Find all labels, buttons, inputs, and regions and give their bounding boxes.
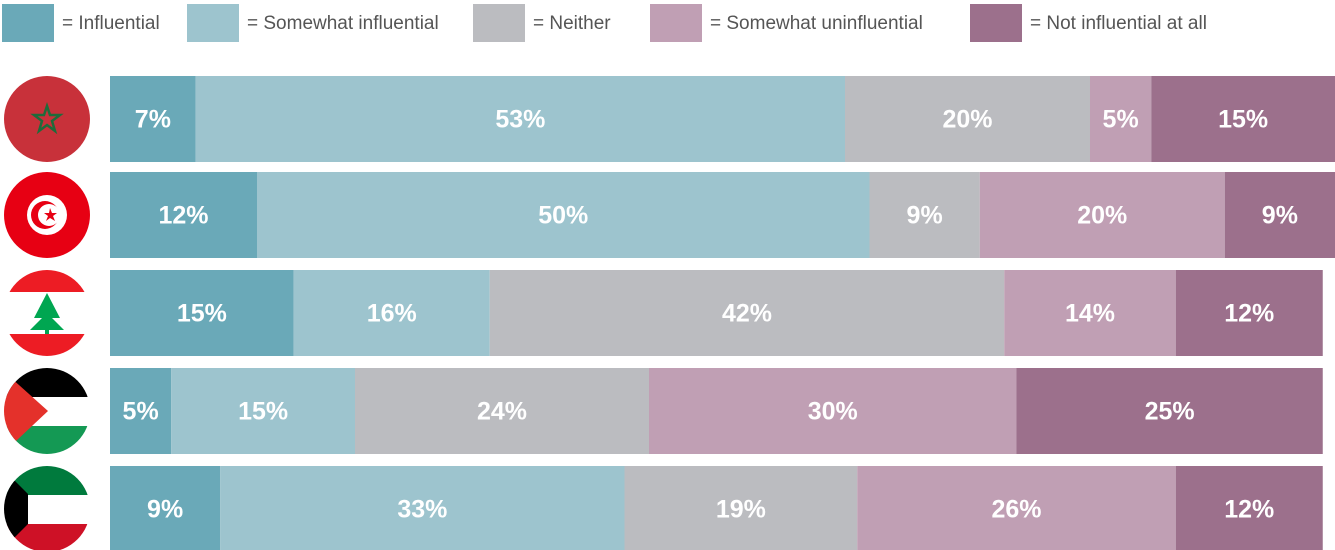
value-label: 19% xyxy=(716,496,766,524)
value-label: 15% xyxy=(177,300,227,328)
bar-segment xyxy=(649,368,1017,454)
bar-segment xyxy=(110,172,257,258)
value-label: 16% xyxy=(367,300,417,328)
value-label: 7% xyxy=(135,106,171,134)
legend-swatch xyxy=(473,4,525,42)
value-label: 9% xyxy=(907,202,943,230)
bar-segment xyxy=(1175,270,1323,356)
flag-morocco xyxy=(4,76,90,162)
bar-segment xyxy=(624,466,858,550)
bar-segment xyxy=(110,270,294,356)
legend-label: = Somewhat uninfluential xyxy=(710,13,923,34)
value-label: 25% xyxy=(1145,398,1195,426)
bar-segment xyxy=(1090,76,1152,162)
bar-segment xyxy=(1004,270,1176,356)
legend-swatch xyxy=(650,4,702,42)
value-label: 5% xyxy=(123,398,159,426)
legend-swatch xyxy=(970,4,1022,42)
bar-segment xyxy=(979,172,1225,258)
bar-segment xyxy=(869,172,980,258)
value-label: 12% xyxy=(1224,300,1274,328)
flag-palestine xyxy=(4,368,90,454)
value-label: 9% xyxy=(147,496,183,524)
value-label: 12% xyxy=(158,202,208,230)
bar-segment xyxy=(293,270,490,356)
bar-segment xyxy=(1151,76,1335,162)
bar-segment xyxy=(110,466,221,550)
bar-segment xyxy=(857,466,1176,550)
value-label: 15% xyxy=(1218,106,1268,134)
bar-segment xyxy=(355,368,649,454)
value-label: 26% xyxy=(991,496,1041,524)
value-label: 20% xyxy=(942,106,992,134)
bar-segment xyxy=(1224,172,1335,258)
flag-lebanon xyxy=(4,270,90,356)
legend-swatch xyxy=(187,4,239,42)
value-label: 5% xyxy=(1103,106,1139,134)
value-label: 9% xyxy=(1262,202,1298,230)
legend-label: = Somewhat influential xyxy=(247,13,439,34)
bar-segment xyxy=(489,270,1005,356)
bar-segment xyxy=(845,76,1090,162)
value-label: 15% xyxy=(238,398,288,426)
legend-swatch xyxy=(2,4,54,42)
bar-segment xyxy=(1016,368,1323,454)
value-label: 33% xyxy=(397,496,447,524)
bar-segment xyxy=(110,368,172,454)
flag-kuwait xyxy=(4,466,90,550)
flag-tunisia xyxy=(4,172,90,258)
bar-segment xyxy=(171,368,355,454)
legend-label: = Neither xyxy=(533,13,611,34)
bar-segment xyxy=(110,76,196,162)
value-label: 12% xyxy=(1224,496,1274,524)
value-label: 30% xyxy=(808,398,858,426)
value-label: 24% xyxy=(477,398,527,426)
legend-label: = Not influential at all xyxy=(1030,13,1207,34)
value-label: 42% xyxy=(722,300,772,328)
bar-segment xyxy=(195,76,845,162)
value-label: 20% xyxy=(1077,202,1127,230)
value-label: 14% xyxy=(1065,300,1115,328)
bar-segment xyxy=(257,172,870,258)
bar-segment xyxy=(220,466,625,550)
bar-segment xyxy=(1175,466,1323,550)
legend-label: = Influential xyxy=(62,13,160,34)
value-label: 50% xyxy=(538,202,588,230)
value-label: 53% xyxy=(495,106,545,134)
